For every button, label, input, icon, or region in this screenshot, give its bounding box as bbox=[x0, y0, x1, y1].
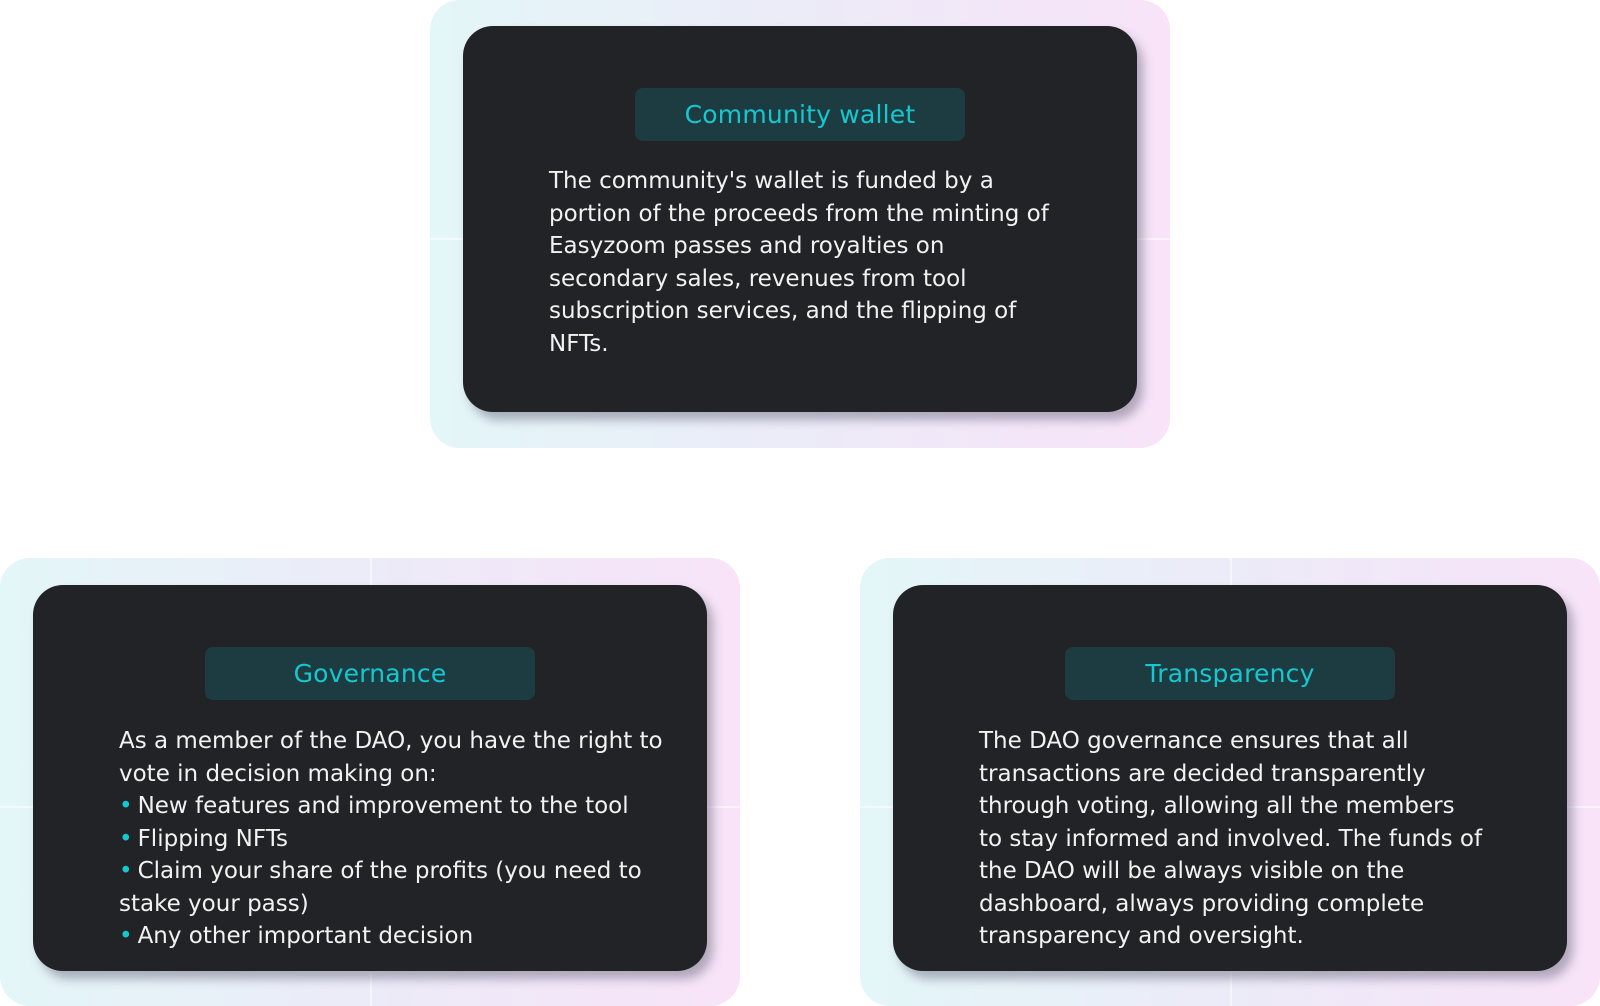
bullet-icon: • bbox=[119, 923, 133, 949]
list-item-text: Claim your share of the profits (you nee… bbox=[119, 858, 642, 917]
governance-list: • New features and improvement to the too… bbox=[119, 790, 679, 953]
bullet-icon: • bbox=[119, 825, 133, 852]
list-item: • Any other important decision bbox=[119, 920, 679, 953]
list-item-text: Flipping NFTs bbox=[137, 825, 288, 852]
governance-text: As a member of the DAO, you have the rig… bbox=[119, 725, 679, 953]
governance-title: Governance bbox=[205, 647, 535, 700]
list-item-text: Any other important decision bbox=[137, 923, 474, 949]
governance-card: Governance As a member of the DAO, you h… bbox=[33, 585, 707, 971]
transparency-description: The DAO governance ensures that all tran… bbox=[979, 728, 1483, 949]
list-item: • Flipping NFTs bbox=[119, 823, 679, 856]
list-item-text: New features and improvement to the tool bbox=[137, 793, 629, 819]
transparency-text: The DAO governance ensures that all tran… bbox=[979, 725, 1484, 953]
community-wallet-card: Community wallet The community's wallet … bbox=[463, 26, 1137, 412]
transparency-card: Transparency The DAO governance ensures … bbox=[893, 585, 1567, 971]
bullet-icon: • bbox=[119, 793, 133, 819]
governance-intro: As a member of the DAO, you have the rig… bbox=[119, 728, 663, 787]
list-item: • New features and improvement to the too… bbox=[119, 790, 679, 823]
transparency-title: Transparency bbox=[1065, 647, 1395, 700]
governance-panel: Governance As a member of the DAO, you h… bbox=[0, 558, 740, 1006]
bullet-icon: • bbox=[119, 858, 133, 884]
community-wallet-title: Community wallet bbox=[635, 88, 965, 141]
community-wallet-panel: Community wallet The community's wallet … bbox=[430, 0, 1170, 448]
community-wallet-text: The community's wallet is funded by a po… bbox=[549, 165, 1069, 360]
transparency-panel: Transparency The DAO governance ensures … bbox=[860, 558, 1600, 1006]
list-item: • Claim your share of the profits (you ne… bbox=[119, 855, 679, 920]
community-wallet-description: The community's wallet is funded by a po… bbox=[549, 168, 1049, 357]
